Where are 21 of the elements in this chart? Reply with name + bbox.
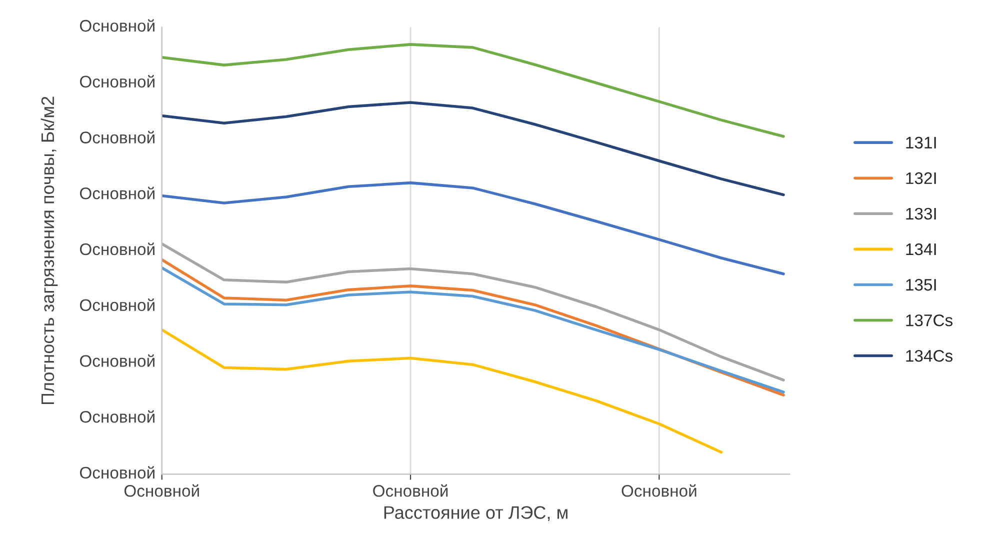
x-tick-label: Основной	[373, 484, 448, 497]
text: Основной	[80, 466, 154, 479]
text: Основной	[80, 298, 154, 312]
legend-label: 134Cs	[906, 350, 953, 362]
legend-label: 135I	[906, 278, 936, 291]
legend-label: 133I	[906, 208, 936, 220]
text: Основной	[80, 75, 154, 88]
legend-label: 132I	[906, 172, 936, 184]
text: Основной	[80, 19, 154, 32]
text: Основной	[80, 186, 154, 200]
text: Основной	[80, 242, 154, 256]
text: Основной	[80, 354, 154, 367]
legend-label: 134I	[906, 243, 936, 256]
legend-label: 131I	[906, 136, 936, 149]
x-tick-label: Основной	[622, 484, 696, 497]
text: Основной	[80, 130, 154, 144]
x-tick-label: Основной	[124, 484, 199, 497]
text: Основной	[80, 410, 154, 423]
legend-label: 137Cs	[906, 314, 953, 326]
y-axis-title: Плотность загрязнения почвы, Бк/м2	[40, 96, 58, 404]
x-axis-title: Расстояние от ЛЭС, м	[384, 506, 568, 522]
